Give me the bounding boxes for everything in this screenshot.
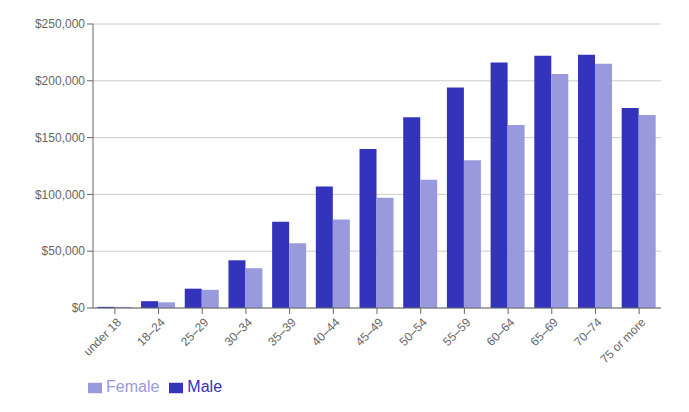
svg-text:50–54: 50–54 (396, 315, 430, 349)
svg-text:55–59: 55–59 (440, 315, 474, 349)
svg-text:60–64: 60–64 (484, 315, 518, 349)
svg-text:35–39: 35–39 (265, 315, 299, 349)
svg-text:$200,000: $200,000 (35, 74, 85, 88)
html-text:Female: Female (106, 378, 160, 395)
svg-text:30–34: 30–34 (222, 315, 256, 349)
svg-text:45–49: 45–49 (353, 315, 387, 349)
svg-text:$250,000: $250,000 (35, 17, 85, 31)
svg-text:$50,000: $50,000 (42, 244, 86, 258)
svg-text:65–69: 65–69 (527, 315, 561, 349)
svg-text:25–29: 25–29 (178, 315, 212, 349)
svg-text:$0: $0 (72, 301, 86, 315)
svg-text:40–44: 40–44 (309, 315, 343, 349)
svg-text:$100,000: $100,000 (35, 188, 85, 202)
svg-text:$150,000: $150,000 (35, 131, 85, 145)
svg-text:under 18: under 18 (81, 315, 125, 359)
svg-text:75 or more: 75 or more (597, 315, 648, 366)
html-text:Male: Male (187, 378, 222, 395)
svg-text:18–24: 18–24 (134, 315, 168, 349)
svg-text:70–74: 70–74 (571, 315, 605, 349)
